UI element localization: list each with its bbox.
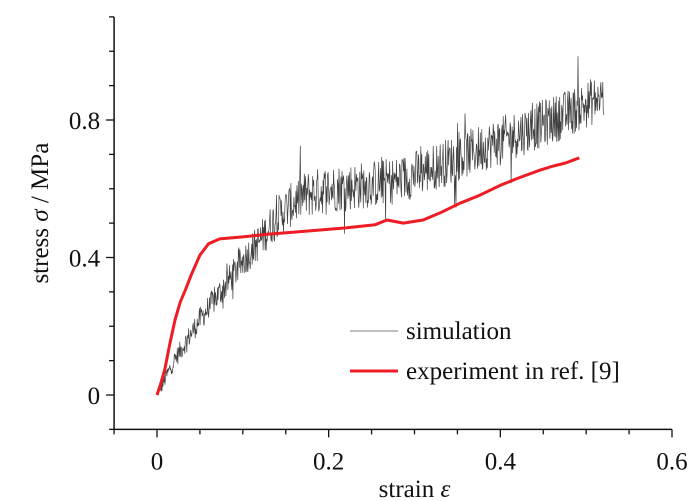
- x-tick-label: 0: [151, 448, 164, 475]
- series-simulation-line: [156, 56, 604, 396]
- plot-area: [155, 56, 604, 396]
- y-tick-label: 0.4: [69, 246, 101, 273]
- legend: simulation experiment in ref. [9]: [350, 318, 620, 385]
- x-tick-label: 0.6: [656, 448, 687, 475]
- x-tick-label: 0.4: [485, 448, 517, 475]
- y-tick-label: 0: [88, 383, 101, 410]
- x-axis-label: strain ε: [379, 476, 451, 501]
- y-axis-label: stress σ / MPa: [27, 143, 54, 284]
- y-tick-label: 0.8: [69, 108, 100, 135]
- legend-label-experiment: experiment in ref. [9]: [406, 358, 620, 385]
- axes: 0 0.2 0.4 0.6 0 0.4 0.8: [69, 16, 688, 475]
- x-tick-label: 0.2: [313, 448, 344, 475]
- legend-label-simulation: simulation: [406, 318, 512, 345]
- series-experiment-line: [155, 156, 580, 396]
